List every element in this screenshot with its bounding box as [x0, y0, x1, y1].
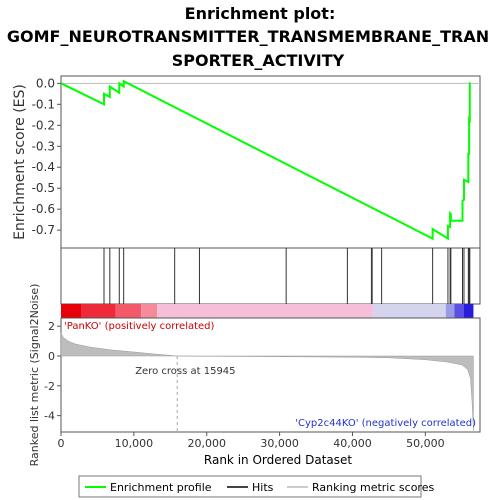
es-y-tick-label: -0.4 — [32, 160, 55, 174]
chart-title-line-1: Enrichment plot: — [185, 4, 336, 23]
metric-y-axis: 2 0 -2 -4 — [44, 320, 61, 423]
color-band-segment — [157, 304, 373, 318]
zero-cross-label: Zero cross at 15945 — [135, 366, 235, 377]
es-y-tick-label: -0.3 — [32, 139, 55, 153]
legend-box — [78, 475, 422, 498]
chart-title-line-2: GOMF_NEUROTRANSMITTER_TRANSMEMBRANE_TRAN — [7, 27, 489, 46]
color-band-segment — [454, 304, 464, 318]
es-panel — [60, 75, 481, 249]
es-y-axis: 0.0 -0.1 -0.2 -0.3 -0.4 -0.5 -0.6 -0.7 — [32, 76, 61, 237]
legend-metric-label: Ranking metric scores — [312, 481, 434, 494]
es-y-tick-label: -0.1 — [32, 97, 55, 111]
ranking-metric-area — [60, 332, 474, 431]
es-y-tick-label: -0.2 — [32, 118, 55, 132]
x-axis: 0 10,000 20,000 30,000 40,000 50,000 — [58, 432, 445, 450]
color-band-segment — [115, 304, 142, 318]
legend-enrichment-label: Enrichment profile — [110, 481, 212, 494]
es-y-tick-label: -0.7 — [32, 223, 55, 237]
legend: Enrichment profile Hits Ranking metric s… — [78, 475, 434, 498]
metric-panel — [60, 317, 481, 433]
legend-hits-label: Hits — [252, 481, 274, 494]
metric-y-axis-label: Ranked list metric (Signal2Noise) — [28, 284, 41, 467]
color-band-segment — [463, 304, 474, 318]
x-tick-label: 50,000 — [406, 437, 445, 450]
x-tick-label: 0 — [58, 437, 65, 450]
negative-correlation-label: 'Cyp2c44KO' (negatively correlated) — [295, 418, 476, 429]
enrichment-profile-line — [60, 79, 471, 241]
color-band-segment — [61, 304, 82, 318]
es-y-tick-label: -0.6 — [32, 202, 55, 216]
hits-panel — [60, 247, 481, 305]
es-y-tick-label: 0.0 — [36, 76, 55, 90]
metric-y-tick-label: -4 — [44, 410, 55, 423]
x-axis-label: Rank in Ordered Dataset — [204, 453, 352, 467]
x-tick-label: 40,000 — [333, 437, 372, 450]
metric-y-tick-label: 2 — [48, 320, 55, 333]
x-tick-label: 30,000 — [260, 437, 299, 450]
color-band-segment — [372, 304, 446, 318]
color-band-segment — [81, 304, 116, 318]
color-band — [61, 304, 474, 318]
metric-y-tick-label: -2 — [44, 380, 55, 393]
metric-y-tick-label: 0 — [48, 350, 55, 363]
es-y-tick-label: -0.5 — [32, 181, 55, 195]
color-band-segment — [445, 304, 455, 318]
x-tick-label: 10,000 — [115, 437, 154, 450]
positive-correlation-label: 'PanKO' (positively correlated) — [64, 321, 215, 332]
x-tick-label: 20,000 — [187, 437, 226, 450]
es-y-axis-label: Enrichment score (ES) — [12, 84, 28, 240]
color-band-segment — [141, 304, 158, 318]
chart-title-line-3: SPORTER_ACTIVITY — [172, 51, 345, 70]
hits-markers — [103, 248, 471, 304]
